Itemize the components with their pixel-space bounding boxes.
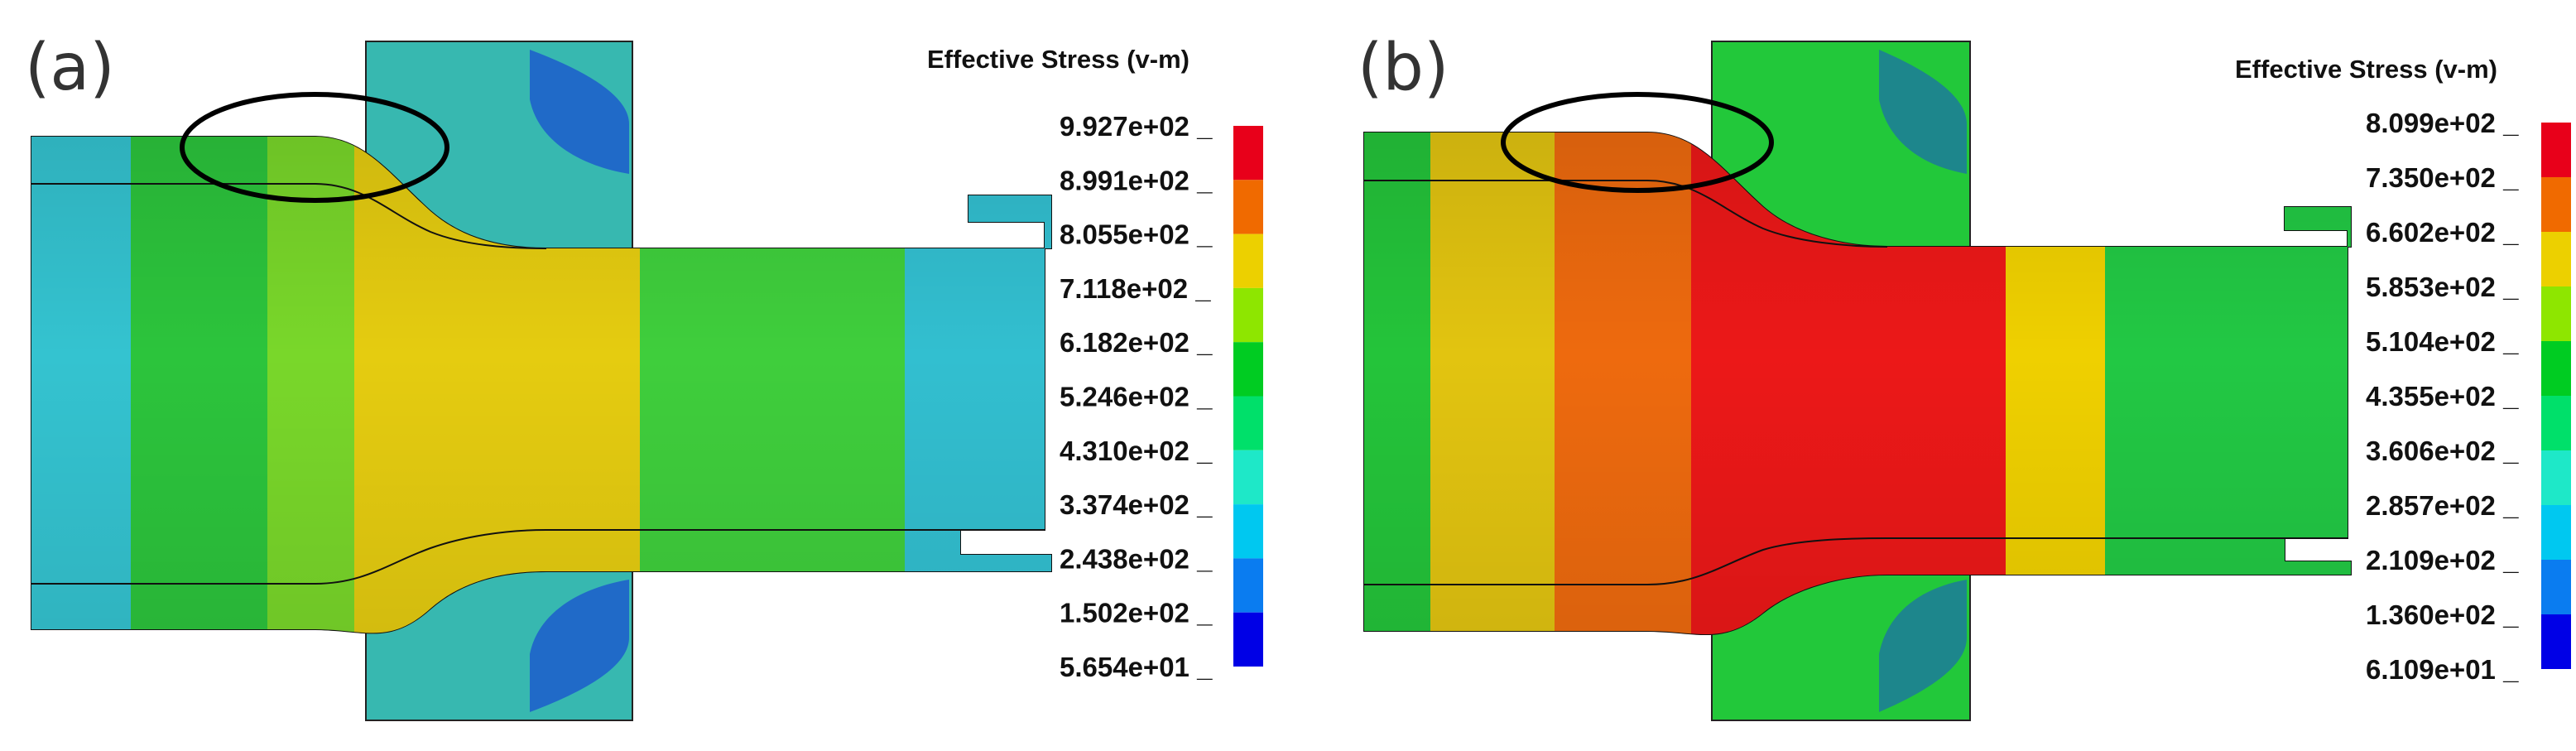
colorbar-segment [1233,180,1263,234]
panel-b-label: (b) [1358,31,1449,105]
panel-b-inner-line [1364,180,1888,248]
tick-label: 3.374e+02 _ [1060,489,1213,520]
colorbar-segment [1233,396,1263,450]
colorbar-segment [2541,232,2571,286]
tick-label: 8.055e+02 _ [1060,219,1213,250]
tick-label: 5.654e+01 _ [1060,652,1213,682]
tick-label: 3.606e+02 _ [2366,436,2519,466]
panel-a-inner-line [31,183,547,249]
panel-b-legend-title: Effective Stress (v-m) [2235,55,2497,84]
panel-a-highlight-ellipse [180,92,449,203]
colorbar-segment [2541,396,2571,450]
panel-a-label: (a) [25,31,115,105]
tick-label: 6.109e+01 _ [2366,654,2519,685]
tick-label: 1.502e+02 _ [1060,598,1213,628]
colorbar-segment [2541,286,2571,341]
colorbar-segment [1233,342,1263,397]
panel-b-highlight-ellipse [1501,92,1774,193]
colorbar-segment [2541,450,2571,505]
colorbar-segment [1233,126,1263,181]
tick-label: 9.927e+02 _ [1060,111,1213,142]
colorbar-segment [2541,505,2571,560]
tick-label: 8.099e+02 _ [2366,108,2519,138]
colorbar-segment [1233,558,1263,613]
tick-label: 6.182e+02 _ [1060,327,1213,358]
tick-label: 8.991e+02 _ [1060,165,1213,195]
panel-b-tick-labels: 8.099e+02 _ 7.350e+02 _ 6.602e+02 _ 5.853e+… [2366,108,2519,685]
colorbar-segment [2541,614,2571,669]
panel-a-inner-line [31,529,1045,585]
panel-a-die-hotspot [530,580,629,712]
tick-label: 5.104e+02 _ [2366,326,2519,357]
tick-label: 2.857e+02 _ [2366,490,2519,521]
colorbar-segment [1233,233,1263,288]
colorbar-segment [1233,450,1263,505]
tick-label: 5.246e+02 _ [1060,382,1213,412]
colorbar-segment [2541,123,2571,177]
tick-label: 7.350e+02 _ [2366,162,2519,193]
colorbar-segment [2541,341,2571,396]
tick-label: 4.355e+02 _ [2366,381,2519,412]
panel-a-die-hotspot [530,50,629,174]
panel-a-colorbar [1233,126,1263,667]
tick-label: 4.310e+02 _ [1060,436,1213,466]
panel-a-legend-title: Effective Stress (v-m) [927,45,1189,74]
tick-label: 7.118e+02 _ [1060,273,1211,304]
panel-a: (a) Effective Stress (v-m) 9.927e+02 _ 8.… [25,31,1263,721]
tick-label: 6.602e+02 _ [2366,217,2519,248]
tick-label: 1.360e+02 _ [2366,599,2519,630]
colorbar-segment [2541,177,2571,232]
panel-a-tick-labels: 9.927e+02 _ 8.991e+02 _ 8.055e+02 _ 7.118e+… [1060,111,1213,682]
colorbar-segment [1233,612,1263,667]
colorbar-segment [2541,560,2571,614]
tick-label: 2.438e+02 _ [1060,543,1213,574]
colorbar-segment [1233,504,1263,559]
panel-b-die-hotspot [1879,580,1967,712]
panel-b: (b) Effective Stress (v-m) 8.099e+02 _ 7.… [1358,31,2571,721]
tick-label: 2.109e+02 _ [2366,545,2519,575]
panel-b-inner-line [1364,537,2348,585]
colorbar-segment [1233,287,1263,343]
tick-label: 5.853e+02 _ [2366,272,2519,302]
panel-b-die-hotspot [1879,50,1967,174]
panel-b-colorbar [2541,123,2571,669]
